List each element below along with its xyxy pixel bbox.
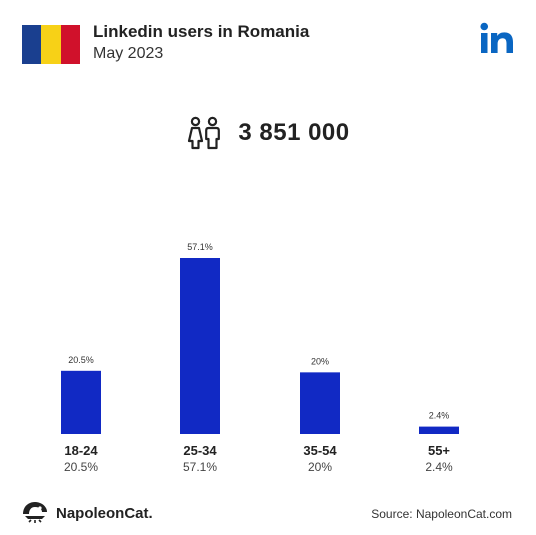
category-label: 18-24	[64, 443, 98, 458]
category-percent: 57.1%	[183, 460, 217, 474]
people-icon	[188, 116, 221, 150]
bar-value-label: 20.5%	[68, 355, 94, 365]
napoleoncat-icon	[23, 502, 47, 523]
bar-value-label: 2.4%	[429, 411, 450, 421]
chart-title: Linkedin users in Romania	[93, 22, 310, 41]
flag-stripe-blue	[22, 25, 42, 64]
bar-value-label: 57.1%	[187, 242, 213, 252]
category-label: 55+	[428, 443, 450, 458]
category-label: 25-34	[183, 443, 217, 458]
brand-name: NapoleonCat.	[56, 504, 153, 522]
linkedin-icon	[480, 22, 513, 53]
flag-stripe-red	[60, 25, 80, 64]
source-text: Source: NapoleonCat.com	[371, 507, 512, 521]
category-percent: 2.4%	[425, 460, 453, 474]
romania-flag	[22, 25, 80, 64]
bar	[419, 426, 459, 434]
category-label: 35-54	[303, 443, 337, 458]
category-percent: 20%	[308, 460, 332, 474]
category-percent: 20.5%	[64, 460, 98, 474]
flag-stripe-yellow	[41, 25, 61, 64]
napoleoncat-logo: NapoleonCat.	[20, 500, 153, 526]
bar	[180, 258, 220, 434]
total-users: 3 851 000	[0, 116, 536, 150]
age-bar-chart: 20.5% 18-24 20.5% 57.1% 25-34 57.1% 20% 35-54 20…	[61, 242, 459, 474]
bar	[300, 372, 340, 434]
bar-value-label: 20%	[311, 356, 329, 366]
total-users-value: 3 851 000	[238, 119, 350, 146]
bar	[61, 370, 101, 434]
chart-subtitle: May 2023	[93, 45, 164, 62]
